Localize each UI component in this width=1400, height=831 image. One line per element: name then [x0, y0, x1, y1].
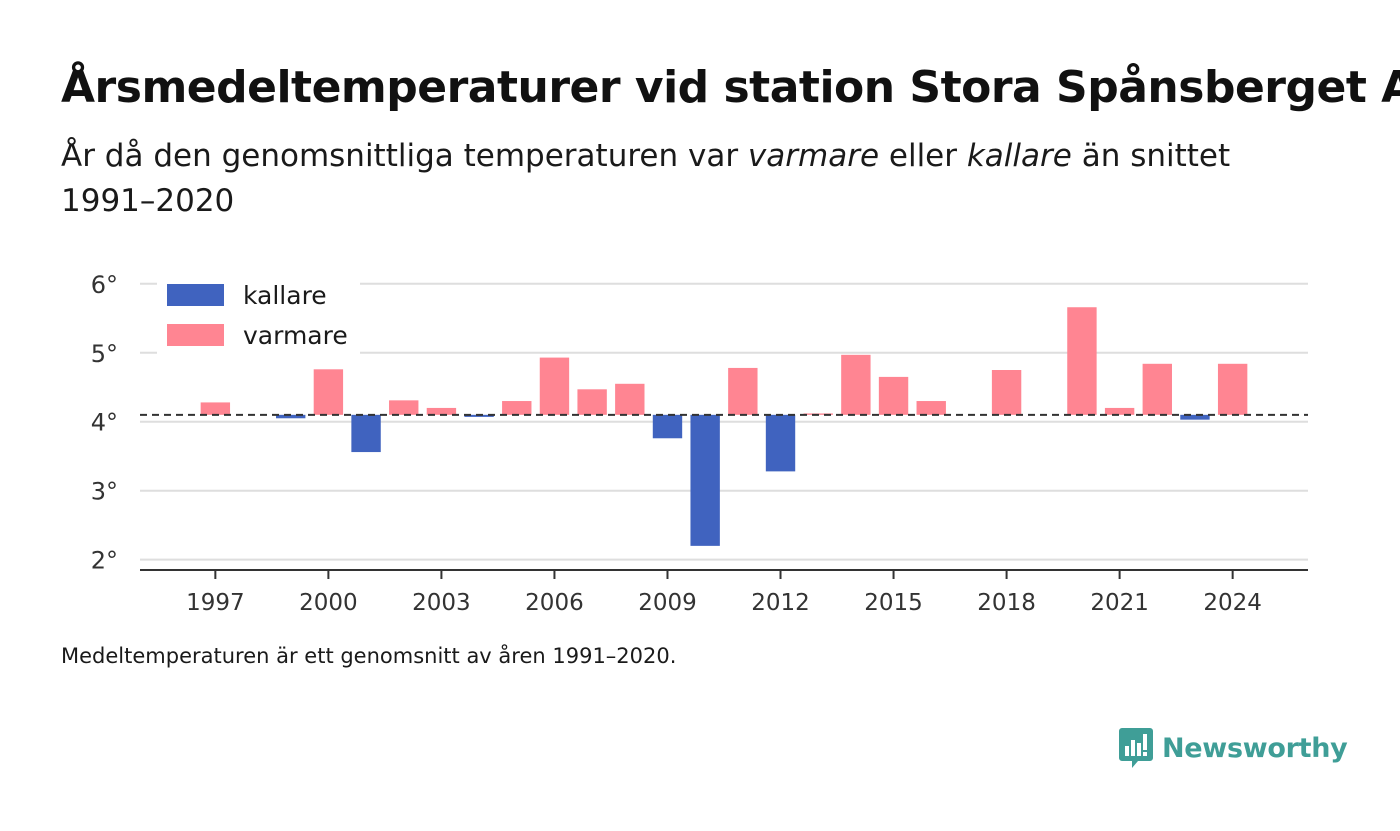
x-tick-label: 2024 — [1203, 590, 1262, 616]
bar-2023 — [1180, 414, 1210, 420]
chart-title: Årsmedeltemperaturer vid station Stora S… — [61, 62, 1400, 113]
bar-2024 — [1217, 363, 1248, 415]
x-tick-label: 2021 — [1090, 590, 1149, 616]
bar-2020 — [1067, 307, 1097, 415]
chart-subtitle: År då den genomsnittliga temperaturen va… — [61, 134, 1311, 224]
bar-2008 — [615, 383, 645, 415]
subtitle-text-3: än snittet 1991–2020 — [61, 138, 1231, 219]
y-tick-label: 4° — [91, 409, 118, 437]
bar-2005 — [502, 401, 532, 415]
subtitle-warm-word: varmare — [747, 138, 880, 174]
y-tick-label: 5° — [91, 340, 118, 368]
subtitle-cold-word: kallare — [966, 138, 1072, 174]
bar-2006 — [539, 357, 570, 415]
x-tick-label: 2003 — [412, 590, 471, 616]
x-tick-label: 2006 — [525, 590, 584, 616]
x-tick-label: 2012 — [751, 590, 810, 616]
bar-2004 — [464, 414, 494, 417]
subtitle-text-1: År då den genomsnittliga temperaturen va… — [61, 138, 748, 174]
bar-1997 — [200, 402, 231, 415]
brand-name: Newsworthy — [1162, 732, 1348, 764]
y-tick-label: 6° — [91, 271, 118, 299]
bar-2015 — [878, 376, 909, 415]
x-tick-label: 2000 — [299, 590, 358, 616]
brand-logo: Newsworthy — [1118, 726, 1348, 770]
x-tick-label: 2009 — [638, 590, 697, 616]
bar-2009 — [652, 414, 683, 439]
bar-2018 — [991, 370, 1022, 415]
bar-2010 — [690, 414, 720, 546]
legend-swatch-kallare — [167, 284, 224, 306]
x-tick-label: 1997 — [186, 590, 245, 616]
bar-2022 — [1142, 363, 1172, 415]
x-tick-label: 2018 — [977, 590, 1036, 616]
y-axis-ticks: 2° 3° 4° 5° 6° — [91, 271, 118, 575]
y-tick-label: 3° — [91, 478, 118, 506]
newsworthy-logo-icon — [1119, 728, 1153, 768]
legend-swatch-varmare — [167, 324, 224, 346]
x-tick-label: 2015 — [864, 590, 923, 616]
x-axis: 1997 2000 2003 2006 2009 2012 2015 2018 2021 2024 — [140, 569, 1308, 616]
legend-label-kallare: kallare — [243, 281, 327, 310]
bars — [200, 307, 1248, 546]
bar-1999 — [276, 414, 306, 419]
bar-2011 — [728, 367, 758, 415]
bar-2021 — [1104, 407, 1135, 415]
bar-2002 — [389, 400, 419, 415]
bar-2016 — [916, 401, 946, 415]
y-tick-label: 2° — [91, 547, 118, 575]
bar-2001 — [351, 414, 381, 453]
bar-2007 — [577, 389, 607, 415]
bar-2012 — [765, 414, 796, 472]
footnote: Medeltemperaturen är ett genomsnitt av å… — [61, 644, 677, 668]
subtitle-text-2: eller — [879, 138, 967, 174]
bar-2003 — [426, 407, 457, 415]
bar-2014 — [841, 354, 871, 415]
legend-label-varmare: varmare — [243, 321, 348, 350]
bar-2000 — [313, 369, 344, 415]
legend: kallare varmare — [157, 273, 360, 355]
